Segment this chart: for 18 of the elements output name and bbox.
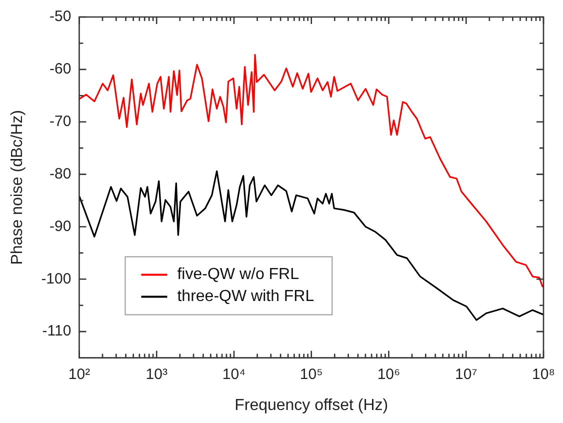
- y-tick-label: -110: [42, 322, 72, 340]
- x-axis-title: Frequency offset (Hz): [234, 396, 388, 414]
- x-tick-label: 10⁴: [222, 366, 246, 383]
- y-tick-label: -70: [50, 113, 72, 130]
- x-tick-label: 10³: [146, 366, 168, 383]
- y-tick-label: -50: [50, 8, 72, 26]
- x-tick-label: 10⁸: [532, 366, 555, 383]
- y-tick-label: -60: [50, 60, 72, 78]
- x-tick-label: 10⁷: [455, 366, 478, 383]
- x-tick-label: 10⁶: [377, 366, 400, 383]
- x-tick-label: 10²: [68, 366, 90, 383]
- y-tick-label: -90: [50, 218, 72, 235]
- y-axis-title: Phase noise (dBc/Hz): [9, 110, 26, 265]
- legend-label: five-QW w/o FRL: [177, 266, 300, 284]
- y-tick-label: -80: [50, 165, 72, 182]
- x-tick-label: 10⁵: [300, 366, 323, 383]
- y-tick-label: -100: [41, 270, 72, 288]
- legend-label: three-QW with FRL: [177, 288, 314, 306]
